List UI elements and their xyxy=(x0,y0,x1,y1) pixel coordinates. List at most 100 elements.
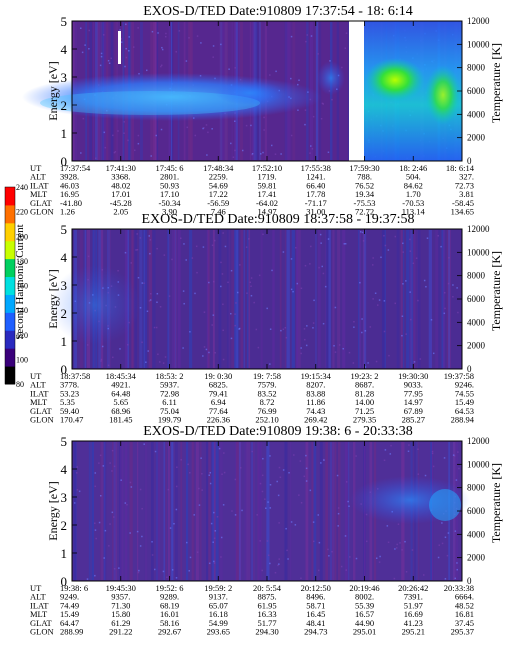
texture-speck xyxy=(361,318,363,320)
y-tick-label: 1 xyxy=(61,126,68,141)
texture-streak xyxy=(207,230,210,368)
texture-speck xyxy=(129,481,132,484)
texture-speck xyxy=(76,488,79,491)
texture-speck xyxy=(411,549,414,551)
texture-speck xyxy=(139,545,142,547)
texture-streak xyxy=(325,442,329,580)
right-tick-label: 0 xyxy=(467,576,472,586)
texture-speck xyxy=(78,490,81,493)
texture-speck xyxy=(312,540,315,543)
orbit-cell: 1241. xyxy=(306,172,325,182)
texture-speck xyxy=(285,336,288,339)
texture-speck xyxy=(220,285,222,288)
texture-speck xyxy=(212,314,215,316)
texture-speck xyxy=(269,328,272,330)
texture-streak xyxy=(441,230,445,368)
texture-streak xyxy=(235,230,238,368)
texture-streak xyxy=(396,230,400,368)
texture-streak xyxy=(253,442,255,580)
texture-speck xyxy=(306,325,308,327)
texture-speck xyxy=(94,522,96,524)
texture-streak xyxy=(101,442,106,580)
orbit-cell: 295.37 xyxy=(451,627,474,637)
texture-speck xyxy=(156,301,158,303)
texture-speck xyxy=(139,237,142,239)
texture-speck xyxy=(250,124,252,127)
orbit-cell: -56.59 xyxy=(207,198,229,208)
orbit-cell: 5.65 xyxy=(113,397,128,407)
orbit-cell: 3778. xyxy=(60,380,79,390)
colorbar-tick-label: 100 xyxy=(16,355,28,364)
texture-speck xyxy=(165,32,167,35)
orbit-cell: 16.18 xyxy=(209,609,228,619)
orbit-cell: 81.28 xyxy=(355,388,374,398)
texture-speck xyxy=(329,60,331,62)
right-tick-label: 8000 xyxy=(467,483,486,493)
texture-speck xyxy=(220,43,222,46)
texture-streak xyxy=(410,230,413,368)
texture-speck xyxy=(456,568,459,571)
orbit-cell: 77.95 xyxy=(404,388,423,398)
texture-speck xyxy=(201,473,203,475)
texture-speck xyxy=(333,345,335,347)
texture-streak xyxy=(260,230,263,368)
texture-streak xyxy=(279,230,282,368)
texture-streak xyxy=(208,442,211,580)
texture-speck xyxy=(401,315,404,318)
texture-speck xyxy=(331,550,333,553)
orbit-cell: 76.52 xyxy=(355,180,374,190)
texture-streak xyxy=(177,230,181,368)
orbit-cell: 14.97 xyxy=(257,207,276,217)
y-tick-label: 4 xyxy=(61,250,68,265)
texture-speck xyxy=(278,563,280,565)
orbit-cell: 16.95 xyxy=(60,189,79,199)
texture-speck xyxy=(304,123,306,126)
texture-speck xyxy=(212,541,214,543)
texture-speck xyxy=(321,265,324,268)
texture-streak xyxy=(261,442,263,580)
orbit-cell: 17:55:38 xyxy=(301,163,331,173)
texture-speck xyxy=(320,242,322,244)
colorbar-tick-label: 200 xyxy=(16,232,28,241)
texture-speck xyxy=(94,485,97,488)
texture-speck xyxy=(208,562,211,565)
texture-speck xyxy=(266,307,268,310)
texture-speck xyxy=(205,124,208,126)
texture-streak xyxy=(311,442,314,580)
texture-speck xyxy=(212,56,214,58)
orbit-cell: 74.49 xyxy=(60,600,79,610)
right-tick-label: 4000 xyxy=(467,109,486,119)
texture-speck xyxy=(201,489,203,491)
texture-streak xyxy=(88,442,93,580)
texture-speck xyxy=(303,475,306,478)
orbit-cell: 59.40 xyxy=(60,406,79,416)
orbit-cell: 68.96 xyxy=(111,406,130,416)
texture-streak xyxy=(73,442,77,580)
texture-speck xyxy=(367,362,369,364)
texture-speck xyxy=(143,282,145,284)
colorbar-swatch xyxy=(5,240,15,260)
orbit-cell: 20: 5:54 xyxy=(253,583,282,593)
texture-speck xyxy=(239,264,241,266)
texture-speck xyxy=(355,455,357,457)
panel-1-band-core xyxy=(40,91,260,115)
texture-speck xyxy=(345,32,348,34)
texture-speck xyxy=(372,257,374,259)
texture-streak xyxy=(284,230,287,368)
texture-speck xyxy=(212,45,215,47)
texture-speck xyxy=(262,233,264,236)
texture-speck xyxy=(305,467,308,470)
texture-speck xyxy=(322,103,325,105)
texture-streak xyxy=(291,230,295,368)
orbit-row-label: GLAT xyxy=(30,198,53,208)
panel-1-green-patch-2 xyxy=(425,65,461,125)
orbit-cell: 3368. xyxy=(111,172,130,182)
texture-speck xyxy=(227,281,229,284)
panel-2-ion-blob xyxy=(50,265,140,345)
texture-streak xyxy=(344,442,348,580)
orbit-cell: -45.28 xyxy=(110,198,132,208)
texture-streak xyxy=(175,442,178,580)
texture-speck xyxy=(286,549,288,552)
texture-speck xyxy=(324,285,327,288)
texture-speck xyxy=(352,362,355,364)
